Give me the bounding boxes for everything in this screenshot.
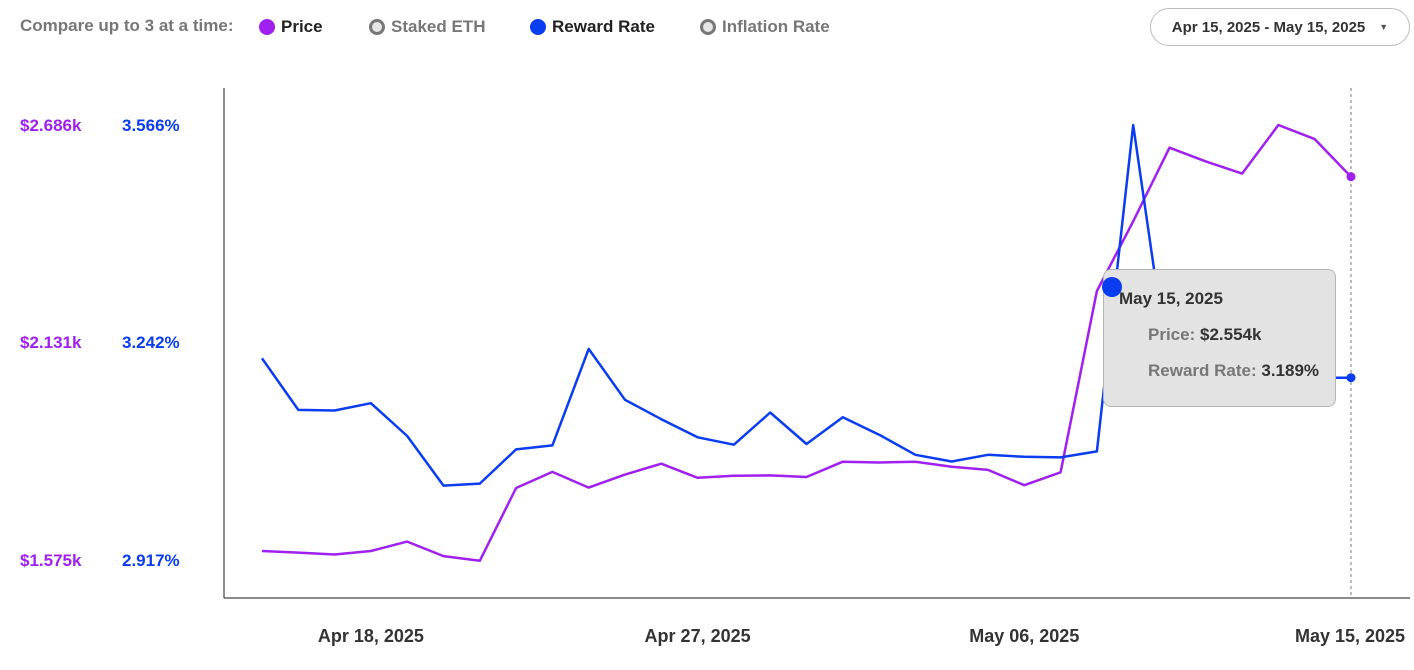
tooltip-date: May 15, 2025 (1119, 289, 1223, 308)
toggle-inflation-rate-label: Inflation Rate (722, 17, 830, 36)
tooltip-price-label: Price: (1148, 325, 1196, 344)
toggle-reward-rate[interactable]: Reward Rate (530, 16, 655, 38)
compare-label: Compare up to 3 at a time: (20, 16, 234, 35)
inflation-rate-dot-icon (700, 19, 716, 35)
toggle-price[interactable]: Price (259, 16, 323, 38)
price-dot-icon (259, 19, 275, 35)
x-tick-label: Apr 27, 2025 (644, 626, 751, 646)
chart-controls: Compare up to 3 at a time: Price Staked … (0, 0, 1414, 56)
y-right-tick-label: 3.242% (122, 333, 180, 352)
x-tick-label: May 15, 2025 (1294, 626, 1406, 646)
tooltip-price-row: Price: $2.554k (1148, 325, 1261, 345)
date-range-select[interactable]: Apr 15, 2025 - May 15, 2025 ▼ (1150, 8, 1410, 46)
toggle-inflation-rate[interactable]: Inflation Rate (700, 16, 830, 38)
y-left-tick-label: $2.686k (20, 116, 82, 135)
x-tick-label: Apr 18, 2025 (317, 626, 424, 646)
tooltip-price-value: $2.554k (1199, 325, 1262, 344)
tooltip-reward-label: Reward Rate: (1148, 361, 1257, 380)
y-right-tick-label: 2.917% (122, 551, 180, 570)
tooltip-reward-row: Reward Rate: 3.189% (1148, 361, 1319, 381)
toggle-reward-rate-label: Reward Rate (552, 17, 655, 36)
price-hover-point (1346, 172, 1356, 182)
price-series-line (261, 123, 1352, 563)
toggle-staked-eth[interactable]: Staked ETH (369, 16, 485, 38)
chevron-down-icon: ▼ (1379, 22, 1389, 32)
reward-rate-dot-icon (530, 19, 546, 35)
reward-rate-hover-point (1346, 373, 1356, 383)
toggle-staked-eth-label: Staked ETH (391, 17, 486, 36)
y-left-tick-label: $2.131k (20, 333, 82, 352)
y-right-tick-label: 3.566% (122, 116, 180, 135)
chart-tooltip: May 15, 2025 Price: $2.554k Reward Rate:… (1103, 269, 1336, 407)
date-range-value: Apr 15, 2025 - May 15, 2025 (1171, 18, 1366, 36)
x-tick-label: May 06, 2025 (969, 626, 1080, 646)
staked-eth-dot-icon (369, 19, 385, 35)
tooltip-reward-value: 3.189% (1261, 361, 1320, 380)
toggle-price-label: Price (281, 17, 323, 36)
y-left-tick-label: $1.575k (20, 551, 82, 570)
